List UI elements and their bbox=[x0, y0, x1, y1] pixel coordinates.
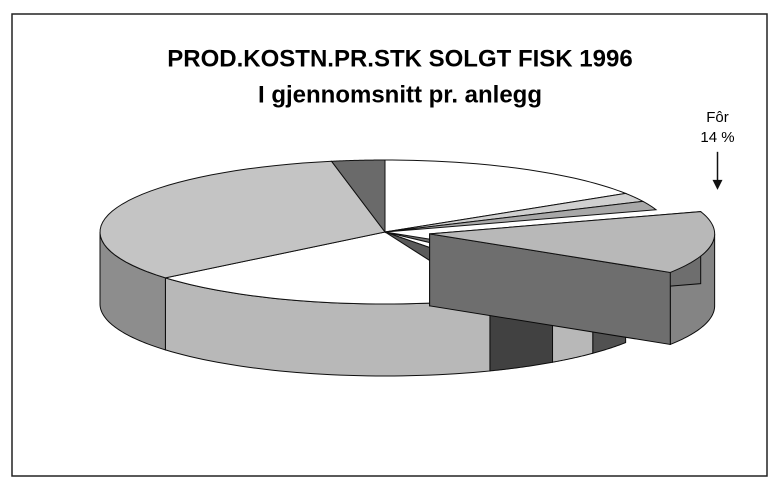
slice bbox=[330, 159, 386, 234]
slice-label: Fôr bbox=[706, 109, 729, 126]
slice bbox=[99, 160, 386, 279]
chart-title: PROD.KOSTN.PR.STK SOLGT FISK 1996 bbox=[167, 45, 632, 72]
pie bbox=[99, 159, 716, 377]
slice bbox=[384, 192, 645, 233]
label-arrowhead bbox=[712, 179, 723, 190]
slice-value-label: 14 % bbox=[700, 129, 734, 146]
chart-subtitle: I gjennomsnitt pr. anlegg bbox=[258, 81, 542, 108]
slice bbox=[384, 200, 658, 233]
slice bbox=[384, 159, 628, 233]
slice bbox=[429, 211, 716, 273]
